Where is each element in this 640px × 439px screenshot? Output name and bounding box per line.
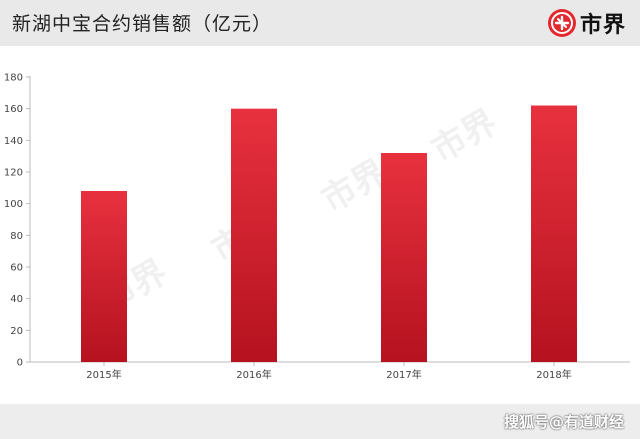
x-tick-label: 2015年: [86, 368, 121, 381]
y-tick-label: 180: [4, 73, 23, 84]
brand-logo-icon: [547, 9, 576, 37]
y-tick-label: 120: [4, 168, 23, 179]
y-tick-label: 100: [4, 199, 23, 210]
chart-title: 新湖中宝合约销售额（亿元）: [12, 13, 273, 35]
y-tick-label: 20: [10, 326, 23, 337]
chart-header: 新湖中宝合约销售额（亿元） 市界: [0, 0, 640, 46]
brand-logo-text: 市界: [579, 13, 626, 38]
y-tick-label: 40: [10, 294, 23, 305]
y-tick-label: 80: [10, 231, 23, 242]
bar-3: [381, 153, 427, 362]
y-tick-label: 0: [17, 358, 23, 369]
brand-logo: 市界: [547, 6, 626, 40]
footer-bar: 搜狐号@有道财经: [0, 404, 640, 439]
bar-4: [531, 105, 577, 362]
x-tick-label: 2017年: [386, 368, 421, 381]
bar-1: [81, 191, 127, 362]
x-tick-label: 2016年: [236, 368, 271, 381]
y-tick-label: 60: [10, 263, 23, 274]
y-tick-label: 160: [4, 104, 23, 115]
bar-chart: 0 20 40 60 80 100 120 140 160 180 2015年 2016年 2017年…: [4, 73, 630, 381]
x-tick-label: 2018年: [536, 368, 571, 381]
source-attribution: 搜狐号@有道财经: [503, 413, 624, 431]
bar-2: [231, 108, 277, 362]
y-tick-label: 140: [4, 136, 23, 147]
